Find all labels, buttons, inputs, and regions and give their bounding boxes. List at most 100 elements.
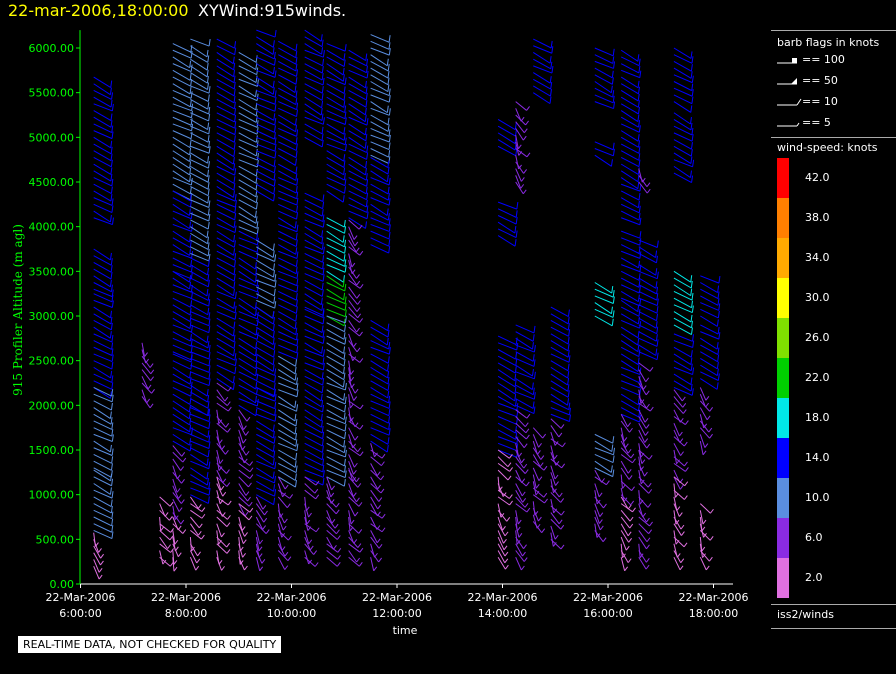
wind-barb: [515, 422, 527, 434]
wind-barb-flag: [295, 359, 298, 367]
wind-barb: [638, 168, 643, 183]
wind-barb: [216, 78, 235, 90]
wind-barb-flag: [208, 299, 211, 307]
wind-barb-flag: [273, 132, 276, 140]
wind-barb-flag: [109, 487, 112, 495]
wind-barb: [172, 270, 190, 283]
wind-barb-flag: [656, 271, 659, 279]
wind-barb: [326, 163, 344, 176]
legend-panel: barb flags in knots == 100 == 50 == 10 == 5…: [771, 30, 896, 629]
wind-barb: [256, 353, 274, 366]
wind-barb: [550, 306, 569, 318]
wind-barb-flag: [357, 483, 362, 488]
wind-barb: [190, 391, 208, 403]
wind-barb-flag: [111, 217, 114, 225]
wind-barb: [190, 487, 210, 496]
wind-barb: [216, 503, 223, 517]
colorbar-swatch: [777, 158, 789, 198]
wind-barb-flag: [343, 292, 346, 300]
wind-barb: [304, 306, 324, 316]
wind-barb-flag: [218, 466, 223, 471]
wind-barb: [497, 228, 517, 238]
wind-barb-flag: [234, 127, 237, 135]
wind-barb: [370, 420, 389, 431]
wind-barb-flag: [232, 157, 235, 165]
wind-barb: [304, 69, 323, 81]
wind-barb: [190, 440, 210, 449]
wind-barb: [673, 556, 681, 571]
wind-barb-flag: [538, 516, 542, 522]
wind-barb-flag: [295, 137, 298, 145]
wind-barb-flag: [381, 527, 386, 533]
wind-barb-flag: [110, 310, 113, 318]
wind-barb-flag: [532, 387, 535, 395]
wind-barb: [497, 422, 516, 434]
wind-barb-flag: [189, 86, 192, 95]
wind-barb: [638, 337, 658, 347]
wind-barb: [304, 409, 322, 422]
wind-barb-flag: [543, 492, 548, 498]
wind-barb: [190, 357, 210, 367]
wind-barb: [190, 253, 210, 262]
wind-barb-flag: [262, 504, 267, 510]
x-tick-time-label: 10:00:00: [267, 607, 316, 620]
wind-barb-flag: [322, 214, 325, 222]
wind-barb-flag: [350, 519, 355, 525]
wind-barb-flag: [321, 445, 324, 453]
wind-barb: [159, 496, 171, 507]
wind-barb: [278, 409, 296, 422]
wind-barb: [497, 456, 509, 468]
wind-barb: [370, 60, 389, 72]
wind-barb-flag: [295, 77, 298, 85]
wind-barb: [515, 550, 525, 562]
wind-barb: [304, 279, 323, 291]
wind-barb-flag: [612, 310, 615, 318]
wind-barb-flag: [387, 383, 390, 391]
legend-top-divider: [771, 30, 896, 31]
wind-barb-flag: [525, 120, 529, 126]
wind-barb: [515, 371, 535, 380]
wind-barb: [620, 467, 630, 480]
wind-barb-flag: [344, 44, 347, 52]
wind-barb-flag: [523, 169, 528, 174]
wind-barb: [638, 530, 648, 543]
wind-barb: [172, 440, 191, 452]
wind-barb: [594, 101, 614, 110]
wind-barb-flag: [149, 403, 154, 409]
wind-barb-flag: [283, 518, 288, 524]
wind-barb: [673, 462, 686, 472]
wind-barb-flag: [387, 370, 390, 378]
wind-barb: [550, 492, 562, 503]
wind-barb: [304, 395, 322, 408]
wind-barb: [673, 402, 684, 414]
wind-barb-flag: [295, 465, 298, 473]
wind-barb-flag: [380, 475, 385, 481]
wind-barb: [673, 125, 693, 136]
wind-barb: [216, 125, 236, 136]
wind-barb: [673, 530, 677, 545]
wind-barb: [216, 105, 235, 116]
wind-barb-flag: [208, 351, 211, 360]
wind-barb-flag: [233, 142, 236, 150]
wind-barb-flag: [518, 164, 522, 170]
wind-barb-flag: [110, 113, 113, 121]
wind-barb-flag: [256, 79, 259, 87]
wind-barb: [216, 396, 228, 406]
wind-barb: [256, 36, 274, 48]
wind-barb: [256, 360, 274, 372]
wind-barb-flag: [272, 80, 275, 88]
wind-barb: [370, 326, 389, 338]
wind-barb-flag: [599, 525, 604, 531]
wind-barb: [550, 393, 568, 406]
wind-barb-flag: [684, 420, 689, 425]
wind-barb-flag: [206, 63, 209, 71]
wind-barb: [304, 355, 324, 365]
wind-barb: [497, 208, 517, 218]
wind-barb-flag: [190, 110, 193, 118]
wind-barb-flag: [110, 80, 113, 88]
wind-barb: [256, 259, 274, 271]
wind-barb: [216, 186, 234, 198]
wind-barb: [326, 490, 332, 504]
wind-barb-flag: [717, 298, 720, 306]
wind-barb: [370, 340, 389, 350]
